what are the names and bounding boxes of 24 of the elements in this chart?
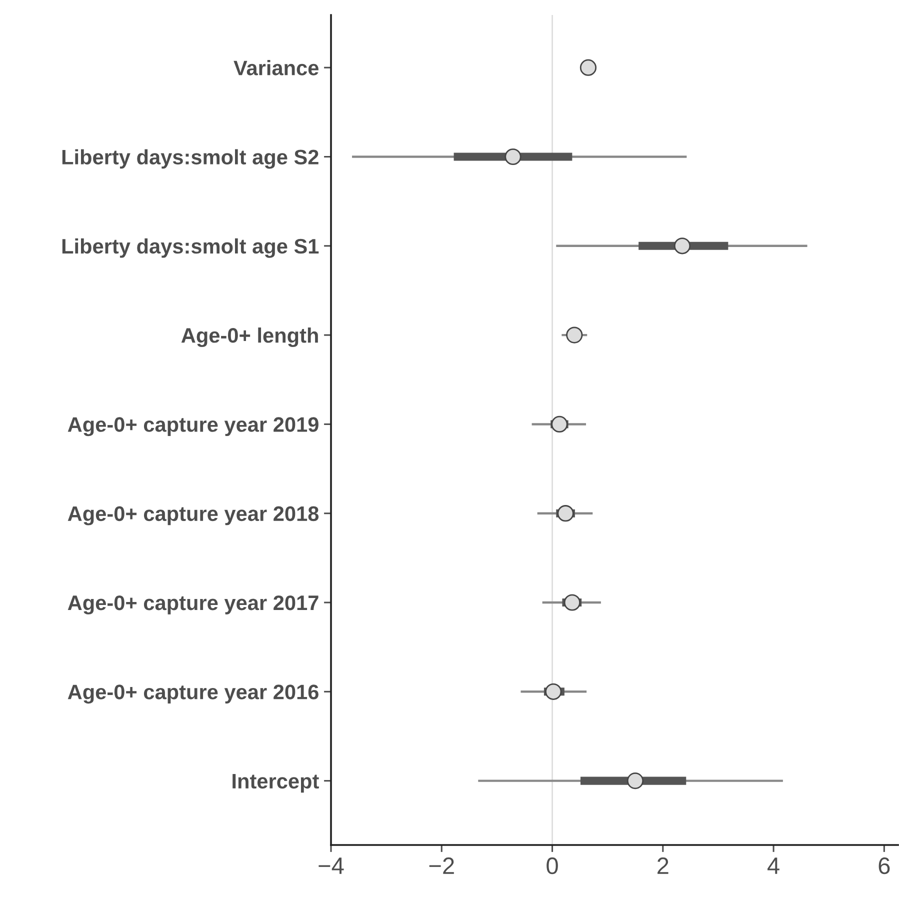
y-tick-label: Age-0+ capture year 2016 xyxy=(68,684,318,704)
x-tick-label: 2 xyxy=(658,857,668,874)
x-tick-label: −4 xyxy=(318,858,344,874)
point xyxy=(564,594,580,611)
point xyxy=(557,505,574,522)
point xyxy=(504,148,522,166)
point xyxy=(566,326,583,344)
y-tick-label: Intercept xyxy=(232,774,319,793)
point xyxy=(674,238,691,254)
y-tick-label: Liberty days:smolt age S1 xyxy=(62,238,319,258)
point xyxy=(626,772,644,790)
point xyxy=(551,416,568,433)
x-tick-label: −2 xyxy=(429,857,454,874)
x-tick-label: 6 xyxy=(878,857,890,874)
point xyxy=(545,683,562,700)
y-tick-label: Age-0+ capture year 2018 xyxy=(68,506,319,526)
y-tick-label: Liberty days:smolt age S2 xyxy=(62,149,318,169)
x-tick-label: 4 xyxy=(768,858,780,874)
y-tick-label: Variance xyxy=(234,60,318,76)
y-tick-label: Age-0+ capture year 2019 xyxy=(68,417,318,436)
point xyxy=(580,59,597,76)
y-tick-label: Age-0+ length xyxy=(181,328,318,348)
y-tick-label: Age-0+ capture year 2017 xyxy=(68,595,318,614)
x-tick-label: 0 xyxy=(546,857,558,874)
